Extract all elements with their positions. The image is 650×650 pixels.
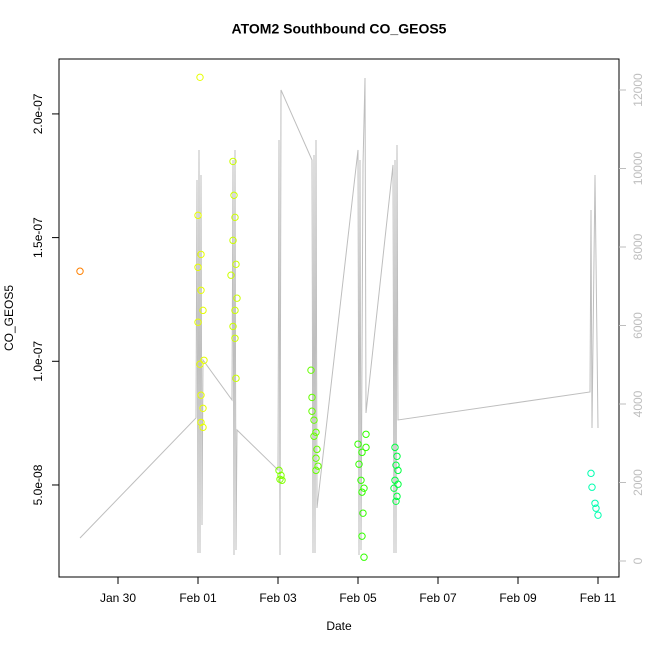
point bbox=[357, 476, 365, 484]
point bbox=[312, 454, 320, 462]
y-tick-label: 2.0e-07 bbox=[31, 93, 45, 134]
y2-tick-label: 0 bbox=[631, 557, 645, 564]
point bbox=[362, 430, 370, 438]
y2-tick-label: 2000 bbox=[631, 469, 645, 496]
point bbox=[594, 511, 602, 519]
x-axis-label: Date bbox=[326, 619, 352, 633]
y-tick-label: 1.0e-07 bbox=[31, 341, 45, 382]
point bbox=[199, 423, 207, 432]
point bbox=[196, 360, 204, 368]
point bbox=[232, 374, 240, 383]
point bbox=[194, 318, 202, 326]
point bbox=[592, 504, 600, 512]
y2-tick-label: 4000 bbox=[631, 390, 645, 417]
point bbox=[312, 466, 320, 475]
point bbox=[275, 466, 283, 475]
point bbox=[231, 334, 239, 342]
point bbox=[314, 462, 322, 470]
y2-tick-label: 8000 bbox=[631, 233, 645, 260]
point bbox=[229, 236, 237, 245]
point bbox=[312, 428, 320, 436]
point bbox=[391, 443, 399, 452]
point bbox=[197, 286, 205, 294]
point bbox=[197, 391, 205, 399]
altitude-line bbox=[79, 77, 599, 555]
point bbox=[359, 509, 367, 517]
point bbox=[231, 306, 239, 315]
point bbox=[394, 466, 402, 475]
point bbox=[197, 250, 205, 259]
point bbox=[194, 263, 202, 271]
point bbox=[587, 469, 595, 478]
point bbox=[588, 483, 596, 491]
x-tick-label: Feb 11 bbox=[580, 591, 617, 605]
point bbox=[392, 461, 400, 469]
point bbox=[591, 499, 599, 507]
point bbox=[229, 157, 237, 166]
point bbox=[197, 418, 205, 427]
point bbox=[194, 211, 202, 220]
point bbox=[358, 448, 366, 457]
point bbox=[393, 492, 401, 501]
x-tick-label: Feb 07 bbox=[419, 591, 457, 605]
point bbox=[232, 260, 240, 269]
x-tick-label: Jan 30 bbox=[100, 591, 136, 605]
plot-frame bbox=[58, 58, 620, 578]
point bbox=[277, 471, 285, 480]
point bbox=[390, 484, 398, 492]
point bbox=[227, 271, 235, 279]
x-tick-label: Feb 01 bbox=[179, 591, 217, 605]
point bbox=[199, 404, 207, 412]
point bbox=[392, 497, 400, 506]
x-tick-label: Feb 05 bbox=[339, 591, 377, 605]
y-axis-label: CO_GEOS5 bbox=[2, 285, 16, 351]
point bbox=[231, 213, 239, 222]
point bbox=[196, 73, 204, 82]
point bbox=[358, 488, 366, 496]
point bbox=[393, 452, 401, 460]
point bbox=[233, 294, 241, 302]
point bbox=[230, 191, 238, 200]
point bbox=[354, 440, 362, 448]
y2-tick-label: 6000 bbox=[631, 312, 645, 339]
point bbox=[278, 476, 286, 484]
point bbox=[200, 356, 208, 365]
point bbox=[307, 366, 315, 374]
point bbox=[310, 432, 318, 440]
point bbox=[394, 480, 402, 488]
point bbox=[199, 306, 207, 315]
y2-tick-label: 12000 bbox=[631, 73, 645, 107]
point bbox=[310, 416, 318, 424]
x-tick-label: Feb 09 bbox=[499, 591, 537, 605]
point bbox=[229, 322, 237, 331]
y-tick-label: 1.5e-07 bbox=[31, 217, 45, 258]
point bbox=[360, 553, 368, 561]
point bbox=[313, 445, 321, 454]
point bbox=[360, 484, 368, 492]
x-tick-label: Feb 03 bbox=[259, 591, 297, 605]
point bbox=[76, 267, 84, 275]
chart-title: ATOM2 Southbound CO_GEOS5 bbox=[232, 21, 447, 37]
point bbox=[362, 443, 370, 452]
y-tick-label: 5.0e-08 bbox=[31, 464, 45, 505]
y2-tick-label: 10000 bbox=[631, 151, 645, 185]
point bbox=[308, 393, 316, 402]
point bbox=[355, 460, 363, 468]
point bbox=[358, 532, 366, 540]
point bbox=[308, 407, 316, 415]
